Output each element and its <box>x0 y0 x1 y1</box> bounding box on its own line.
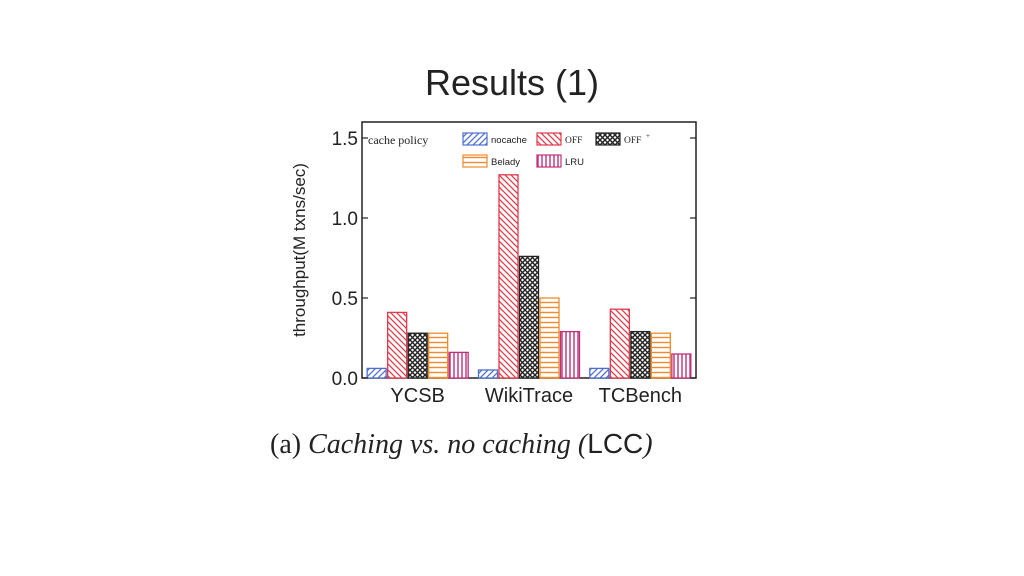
y-ticks-group: 0.0 0.5 1.0 1.5 <box>332 129 696 390</box>
bar-tcbench-off <box>609 308 630 379</box>
bar-ycsb-belady <box>428 332 449 379</box>
legend-items-group: nocache OFF OFF + Belady LRU <box>462 132 650 168</box>
caption-code: LCC <box>587 428 644 459</box>
bar-tcbench-belady <box>650 332 671 379</box>
legend-swatch <box>536 132 562 146</box>
bar-wikitrace-off-plus <box>518 255 540 379</box>
bar-tcbench-lru <box>671 353 692 379</box>
bar-wikitrace-belady <box>539 297 560 379</box>
bar-wikitrace-off <box>498 174 519 379</box>
legend-label: LRU <box>565 157 584 168</box>
bars-group <box>366 174 692 379</box>
y-tick-label: 1.5 <box>332 129 358 150</box>
legend-swatch <box>462 132 488 146</box>
legend-label: Belady <box>491 157 520 168</box>
legend-label: OFF <box>565 136 582 146</box>
bar-wikitrace-nocache <box>477 369 499 379</box>
legend-label: nocache <box>491 135 527 146</box>
y-axis-label: throughput(M txns/sec) <box>290 163 309 337</box>
bar-ycsb-nocache <box>366 367 387 379</box>
caption-suffix: ) <box>643 429 653 460</box>
bar-tcbench-nocache <box>589 367 610 379</box>
bar-ycsb-off <box>387 311 408 379</box>
bar-tcbench-off-plus <box>630 330 651 379</box>
bar-ycsb-off-plus <box>407 332 428 379</box>
plot-area: 0.0 0.5 1.0 1.5 YCSB WikiTrace TCBench <box>332 121 697 407</box>
figure-caption: (a) Caching vs. no caching (LCC) <box>270 428 760 461</box>
x-tick-label: TCBench <box>599 385 682 407</box>
legend-swatch <box>536 154 562 168</box>
bar-ycsb-lru <box>448 351 469 379</box>
legend: cache policy nocache OFF OFF + Belady LRU <box>368 132 650 168</box>
x-ticks-group: YCSB WikiTrace TCBench <box>390 385 682 407</box>
legend-label-suffix: + <box>646 132 650 140</box>
legend-label: OFF <box>624 136 641 146</box>
legend-swatch <box>595 132 621 146</box>
x-tick-label: WikiTrace <box>485 385 573 407</box>
y-tick-label: 0.5 <box>332 289 358 310</box>
y-tick-label: 1.0 <box>332 209 358 230</box>
y-tick-label: 0.0 <box>332 369 358 390</box>
slide-title: Results (1) <box>424 62 600 103</box>
bar-wikitrace-lru <box>559 330 581 379</box>
legend-swatch <box>462 154 488 168</box>
legend-title: cache policy <box>368 133 428 147</box>
caption-text: Caching vs. no caching ( <box>308 429 588 460</box>
x-tick-label: YCSB <box>390 385 444 407</box>
caption-prefix: (a) <box>270 429 309 460</box>
